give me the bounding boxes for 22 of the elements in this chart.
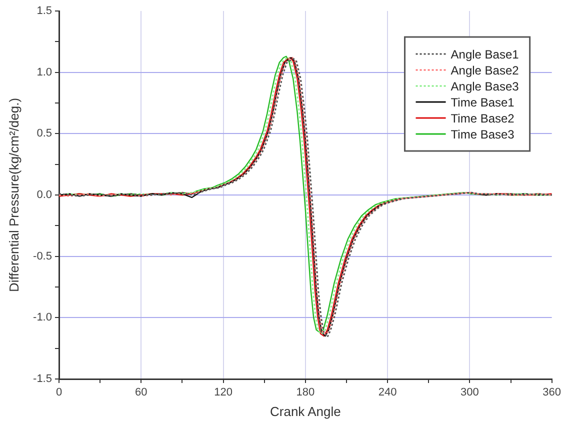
- x-tick-label: 0: [56, 386, 62, 399]
- legend-label: Angle Base3: [450, 79, 520, 94]
- legend-label: Time Base1: [450, 95, 515, 110]
- x-tick-label: 60: [135, 386, 148, 399]
- y-tick-label: -1.0: [33, 312, 52, 324]
- y-tick-label: 1.0: [36, 66, 52, 78]
- x-tick-label: 360: [542, 386, 562, 399]
- y-tick-label: 0.5: [36, 128, 52, 140]
- x-tick-label: 180: [296, 386, 315, 399]
- legend-label: Angle Base2: [450, 63, 520, 78]
- y-axis-title: Differential Pressure(kg/cm²/deg.): [6, 98, 22, 292]
- legend-label: Time Base3: [450, 127, 515, 142]
- x-axis-title: Crank Angle: [270, 404, 341, 419]
- y-tick-label: 0.0: [36, 189, 52, 202]
- y-tick-label: -0.5: [33, 250, 52, 262]
- x-tick-label: 120: [214, 386, 232, 399]
- legend-label: Angle Base1: [450, 47, 520, 62]
- y-tick-label: 1.5: [36, 5, 52, 18]
- x-tick-label: 300: [460, 386, 479, 399]
- x-tick-label: 240: [378, 386, 397, 399]
- legend-label: Time Base2: [450, 111, 515, 126]
- y-tick-label: -1.5: [33, 373, 52, 386]
